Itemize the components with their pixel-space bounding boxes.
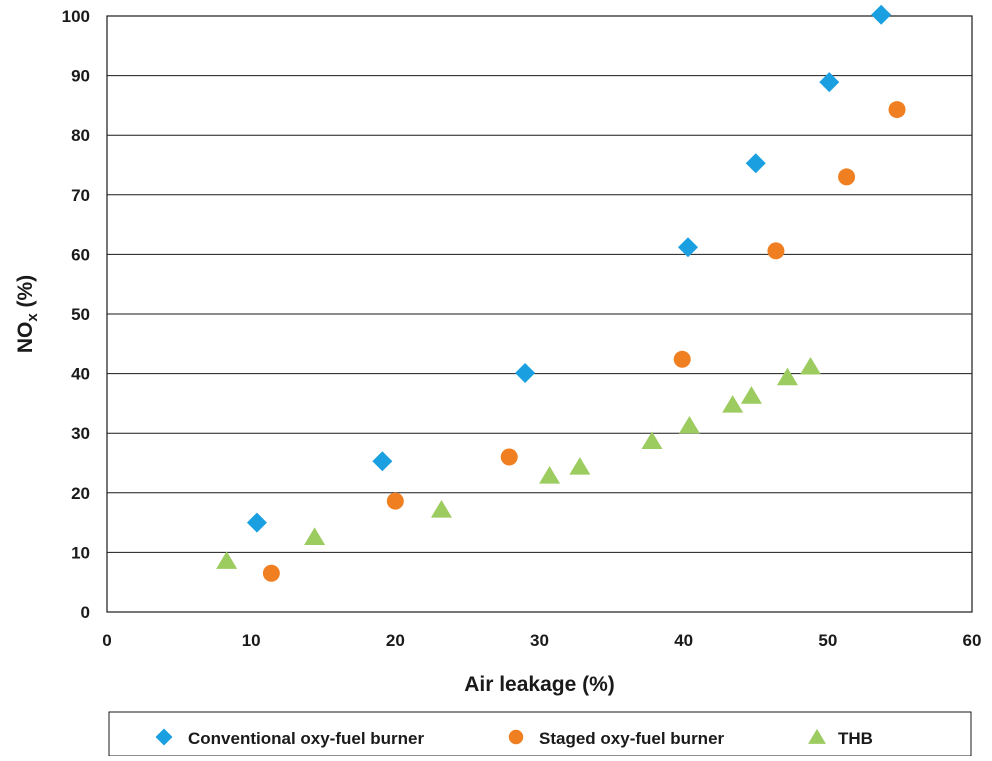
legend-marker-conventional — [155, 728, 173, 746]
data-point-conventional — [515, 363, 536, 384]
y-tick-labels: 0 10 20 30 40 50 60 70 80 90 100 — [62, 7, 90, 622]
data-point-thb — [304, 527, 326, 545]
y-tick-label: 100 — [62, 7, 90, 26]
data-point-conventional — [372, 451, 393, 472]
legend-marker-thb — [808, 728, 826, 744]
legend-label-conventional: Conventional oxy-fuel burner — [188, 729, 425, 748]
data-point-conventional — [677, 237, 698, 258]
y-tick-label: 20 — [71, 484, 90, 503]
y-axis-title-subscript: x — [24, 313, 41, 322]
y-axis-title: NOx (%) — [14, 275, 41, 353]
data-point-thb — [430, 499, 452, 518]
data-point-staged — [262, 564, 280, 582]
data-point-staged — [767, 242, 785, 260]
legend-box — [108, 711, 972, 757]
legend: Conventional oxy-fuel burner Staged oxy-f… — [108, 711, 972, 757]
grid-layer — [107, 75, 972, 553]
data-point-thb — [569, 457, 591, 475]
data-point-staged — [386, 492, 404, 510]
y-axis-title-main: NO — [14, 322, 37, 354]
x-tick-label: 20 — [386, 631, 405, 650]
y-tick-label: 30 — [71, 424, 90, 443]
y-axis-title-unit: (%) — [14, 275, 37, 314]
data-point-thb — [740, 386, 762, 404]
x-tick-labels: 0 10 20 30 40 50 60 — [102, 631, 981, 650]
data-point-conventional — [246, 512, 267, 533]
data-point-conventional — [871, 4, 892, 25]
y-tick-label: 80 — [71, 126, 90, 145]
legend-label-staged: Staged oxy-fuel burner — [539, 729, 725, 748]
data-point-staged — [838, 168, 856, 186]
data-point-conventional — [819, 72, 840, 93]
y-tick-label: 0 — [81, 603, 90, 622]
data-point-conventional — [745, 153, 766, 174]
x-tick-label: 50 — [818, 631, 837, 650]
data-point-staged — [500, 448, 518, 466]
x-tick-label: 60 — [963, 631, 982, 650]
data-point-thb — [539, 466, 561, 484]
plot-frame — [106, 15, 973, 613]
legend-marker-staged — [508, 729, 524, 745]
data-point-thb — [641, 431, 663, 450]
y-tick-label: 10 — [71, 543, 90, 562]
data-point-staged — [673, 350, 691, 368]
data-point-thb — [722, 395, 744, 413]
x-axis-title: Air leakage (%) — [464, 673, 615, 696]
y-tick-label: 50 — [71, 305, 90, 324]
data-point-thb — [678, 415, 700, 434]
data-point-staged — [888, 101, 906, 119]
x-tick-label: 40 — [674, 631, 693, 650]
x-tick-label: 0 — [102, 631, 111, 650]
data-point-thb — [216, 551, 238, 569]
y-tick-label: 70 — [71, 186, 90, 205]
x-tick-label: 30 — [530, 631, 549, 650]
y-tick-label: 40 — [71, 365, 90, 384]
y-tick-label: 60 — [71, 245, 90, 264]
data-points — [216, 4, 906, 582]
x-tick-label: 10 — [242, 631, 261, 650]
data-point-thb — [776, 367, 798, 386]
legend-label-thb: THB — [838, 729, 873, 748]
y-tick-label: 90 — [71, 67, 90, 86]
data-point-thb — [800, 356, 822, 375]
